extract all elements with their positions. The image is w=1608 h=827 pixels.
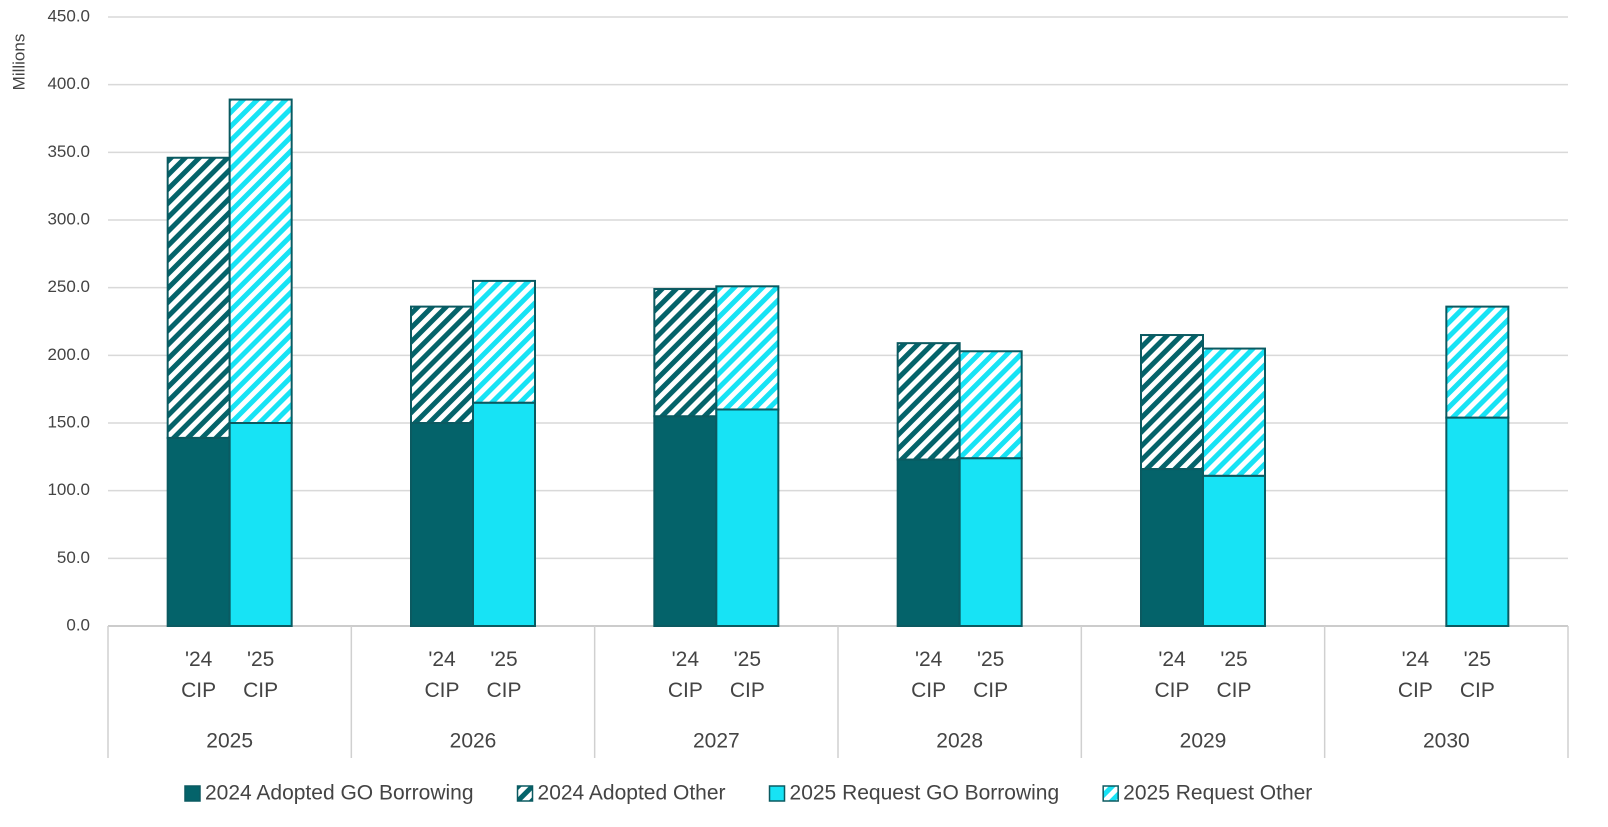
bar-segment [1140,334,1204,471]
bar-segment [896,458,961,628]
y-tick-label: 250.0 [47,277,90,296]
y-tick-label: 350.0 [47,142,90,161]
x-sub-label: '25 CIP [1216,648,1252,702]
bar-segment [653,288,718,418]
y-tick-label: 150.0 [47,412,90,431]
y-axis-title: Millions [9,34,28,91]
bar-segment [1202,347,1266,477]
legend-label: 2025 Request GO Borrowing [790,782,1060,805]
bar-segment [653,415,718,627]
x-sub-label: '24 CIP [424,648,460,702]
bar-segment [472,279,536,404]
x-group-label: 2030 [1423,730,1470,753]
x-sub-label: '24 CIP [1397,648,1433,702]
legend-label: 2024 Adopted Other [538,782,726,805]
bar-segment [1445,305,1510,419]
y-tick-label: 0.0 [66,615,90,634]
x-sub-label: '24 CIP [911,648,947,702]
legend-swatch [768,785,786,802]
bar-segment [228,98,293,424]
y-tick-label: 50.0 [57,548,90,567]
legend-swatch [516,785,534,802]
x-sub-label: '25 CIP [973,648,1009,702]
x-group-label: 2027 [693,730,740,753]
x-sub-label: '25 CIP [243,648,279,702]
y-tick-label: 100.0 [47,480,90,499]
x-group-label: 2028 [936,730,983,753]
legend-swatch [184,785,201,802]
x-sub-label: '24 CIP [181,648,217,702]
x-sub-label: '25 CIP [729,648,765,702]
bar-segment [958,457,1023,628]
x-sub-label: '25 CIP [1459,648,1495,702]
x-group-label: 2026 [450,730,497,753]
bar-segment [715,408,780,628]
x-sub-label: '24 CIP [1154,648,1190,702]
x-group-label: 2025 [206,730,253,753]
bar-segment [166,156,231,439]
x-group-label: 2029 [1180,730,1227,753]
bar-segment [1202,474,1266,627]
bar-segment [472,401,536,628]
y-tick-label: 450.0 [47,6,90,25]
bar-segment [958,350,1023,460]
legend-label: 2024 Adopted GO Borrowing [205,782,474,805]
bar-segment [166,436,231,627]
bar-segment [1445,416,1510,627]
bar-segment [715,285,780,411]
y-tick-label: 200.0 [47,345,90,364]
y-tick-label: 400.0 [47,74,90,93]
bar-segment [410,422,474,627]
bar-segment [410,305,474,425]
bar-segment [228,422,293,627]
legend-swatch [1102,785,1119,802]
bar-segment [1140,468,1204,627]
bar-segment [896,342,961,461]
x-sub-label: '24 CIP [667,648,703,702]
x-sub-label: '25 CIP [486,648,522,702]
y-tick-label: 300.0 [47,209,90,228]
legend-label: 2025 Request Other [1123,782,1312,805]
